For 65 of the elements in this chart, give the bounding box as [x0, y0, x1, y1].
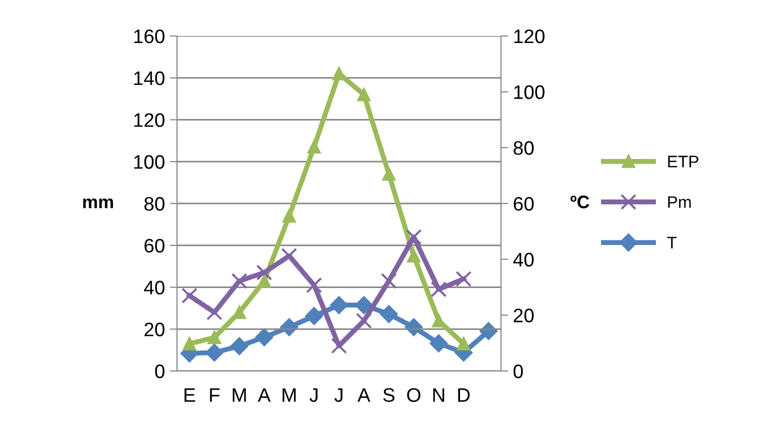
- x-tick-label: A: [258, 388, 271, 402]
- x-tick-label: F: [210, 388, 220, 402]
- point: [205, 344, 224, 362]
- y-tick-label: 60: [144, 238, 164, 253]
- point: [181, 288, 198, 304]
- y2-tick-label: 80: [514, 141, 534, 155]
- x-tick-label: O: [407, 388, 420, 402]
- y2-axis-title: ºC: [570, 196, 590, 208]
- point: [206, 304, 222, 320]
- point: [430, 334, 448, 352]
- x-tick-label: A: [357, 388, 370, 402]
- y2-tick-label: 20: [514, 308, 534, 322]
- point: [456, 270, 472, 287]
- y-tick-label: 160: [134, 29, 164, 44]
- point: [407, 249, 420, 262]
- point: [382, 168, 396, 181]
- point: [306, 277, 322, 294]
- x-tick-label: D: [458, 388, 470, 402]
- y-tick-label: 0: [155, 364, 164, 378]
- x-tick-label: M: [282, 388, 296, 402]
- y-tick-label: 80: [144, 196, 164, 211]
- point: [430, 281, 447, 298]
- legend-label: ETP: [668, 156, 698, 168]
- point: [331, 338, 347, 354]
- legend-label: Pm: [668, 196, 691, 208]
- y2-tick-label: 40: [513, 252, 534, 267]
- point: [330, 296, 348, 314]
- point: [231, 272, 248, 289]
- y2-tick-label: 120: [514, 29, 544, 44]
- point: [305, 307, 323, 325]
- point: [380, 305, 398, 323]
- point: [232, 306, 246, 319]
- y-tick-label: 140: [134, 71, 164, 86]
- point: [356, 312, 372, 329]
- x-tick-label: J: [310, 388, 318, 402]
- y-axis-title: mm: [83, 198, 113, 208]
- point: [357, 88, 371, 102]
- point: [406, 229, 422, 245]
- y-tick-label: 100: [134, 155, 164, 169]
- point: [355, 296, 373, 314]
- point: [307, 140, 321, 154]
- point: [255, 328, 274, 346]
- point: [230, 337, 248, 356]
- x-tick-label: E: [184, 388, 196, 402]
- point: [457, 337, 470, 350]
- point: [182, 337, 196, 350]
- point: [208, 330, 221, 344]
- point: [281, 248, 298, 264]
- y2-tick-label: 0: [514, 364, 523, 378]
- legend-label: T: [667, 236, 677, 248]
- point: [280, 318, 298, 336]
- y-tick-label: 120: [134, 113, 164, 127]
- y-tick-label: 40: [144, 280, 164, 294]
- point: [380, 272, 397, 289]
- point: [282, 209, 296, 223]
- x-tick-label: S: [383, 388, 394, 402]
- y2-tick-label: 60: [514, 196, 534, 211]
- point: [432, 314, 446, 328]
- x-tick-label: N: [433, 388, 444, 402]
- point: [256, 264, 272, 281]
- x-tick-label: J: [334, 388, 342, 402]
- y2-tick-label: 100: [514, 85, 544, 100]
- y-tick-label: 20: [144, 322, 164, 336]
- point: [258, 274, 271, 288]
- x-tick-label: M: [232, 388, 246, 402]
